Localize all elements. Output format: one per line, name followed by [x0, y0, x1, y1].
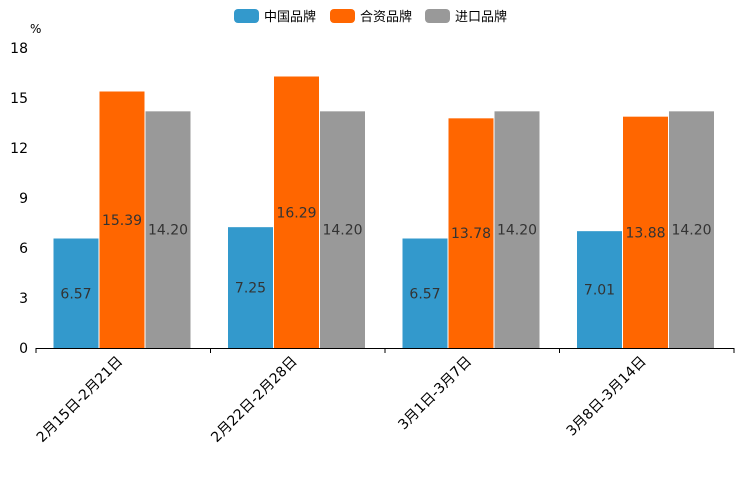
bar	[448, 118, 494, 348]
data-label: 14.20	[671, 223, 711, 239]
data-label: 15.39	[102, 213, 142, 229]
data-labels: 6.57 7.25 6.57 7.01 15.39 16.29 13.78 13.88 14.2…	[60, 205, 711, 302]
x-category-label: 3月1日-3月7日	[395, 354, 475, 434]
x-category-label: 2月15日-2月21日	[34, 354, 126, 446]
data-label: 14.20	[322, 223, 362, 239]
bar	[669, 111, 714, 348]
data-label: 14.20	[148, 223, 188, 239]
data-label: 13.88	[625, 225, 665, 241]
legend-item[interactable]: 中国品牌	[234, 9, 316, 25]
y-tick-label: 6	[19, 241, 28, 257]
legend[interactable]: 中国品牌 合资品牌 进口品牌	[234, 9, 507, 25]
y-tick-label: 0	[19, 341, 28, 357]
x-category-label: 3月8日-3月14日	[564, 354, 650, 440]
bar	[99, 91, 145, 348]
data-label: 6.57	[409, 286, 440, 302]
bar	[145, 111, 191, 348]
data-label: 6.57	[60, 286, 91, 302]
y-tick-label: 9	[19, 191, 28, 207]
legend-swatch	[330, 9, 355, 23]
data-label: 7.01	[584, 283, 615, 299]
legend-label: 中国品牌	[264, 9, 316, 25]
bar	[402, 238, 448, 348]
legend-item[interactable]: 合资品牌	[330, 9, 412, 25]
data-label: 14.20	[497, 223, 537, 239]
bar	[577, 231, 622, 348]
x-category-label: 2月22日-2月28日	[208, 354, 300, 446]
bar-series	[53, 76, 714, 349]
bar	[623, 116, 668, 349]
legend-item[interactable]: 进口品牌	[425, 9, 507, 25]
legend-label: 合资品牌	[360, 9, 412, 25]
y-tick-label: 3	[19, 291, 28, 307]
y-tick-label: 18	[10, 41, 28, 57]
y-tick-label: 15	[10, 91, 28, 107]
bar	[274, 76, 319, 348]
bar	[320, 111, 365, 348]
data-label: 13.78	[451, 226, 491, 242]
bar	[228, 227, 273, 348]
data-label: 16.29	[276, 205, 316, 221]
legend-label: 进口品牌	[455, 9, 507, 25]
bar	[53, 238, 99, 348]
legend-swatch	[234, 9, 259, 23]
y-axis-unit-label: %	[30, 22, 41, 36]
data-label: 7.25	[235, 281, 266, 297]
bar	[494, 111, 540, 348]
y-tick-label: 12	[10, 141, 28, 157]
legend-swatch	[425, 9, 450, 23]
y-axis-ticks: 0 3 6 9 12 15 18	[10, 41, 28, 357]
x-axis-ticks: 2月15日-2月21日 2月22日-2月28日 3月1日-3月7日 3月8日-3月14…	[34, 348, 735, 446]
